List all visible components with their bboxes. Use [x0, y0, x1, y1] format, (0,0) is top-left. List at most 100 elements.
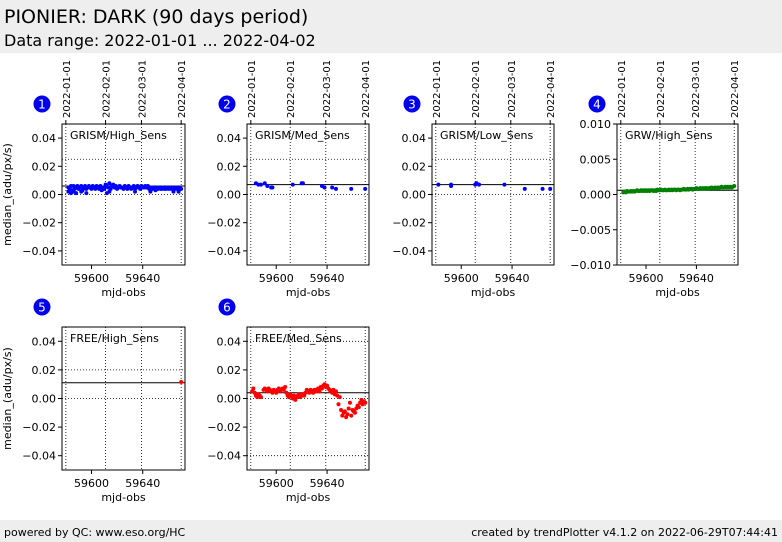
panel-badge-number: 2: [223, 98, 231, 112]
x-tick-label: 59600: [74, 477, 109, 490]
x-tick-label: 59640: [125, 477, 160, 490]
footer-credit: powered by QC: www.eso.org/HC: [4, 526, 186, 539]
y-tick-label: −0.04: [207, 245, 241, 258]
y-axis-label: median_(adu/px/s): [1, 347, 14, 450]
y-tick-label: 0.00: [32, 189, 57, 202]
data-point: [363, 186, 368, 191]
y-tick-label: 0.02: [32, 160, 57, 173]
data-point: [107, 189, 112, 194]
data-point: [258, 182, 263, 187]
panel-badge-number: 4: [593, 98, 601, 112]
data-point: [251, 386, 256, 391]
footer-created: created by trendPlotter v4.1.2 on 2022-0…: [471, 526, 778, 539]
data-point: [317, 389, 322, 394]
data-point: [363, 400, 368, 405]
data-point: [540, 186, 545, 191]
data-point: [179, 186, 184, 191]
panel-badge-number: 3: [408, 98, 416, 112]
data-point: [342, 409, 347, 414]
data-point: [171, 189, 176, 194]
y-tick-label: −0.02: [207, 421, 241, 434]
data-point: [345, 412, 350, 417]
data-point: [349, 413, 354, 418]
panel-badge: [588, 95, 606, 113]
data-point: [74, 191, 79, 196]
footer-bar: powered by QC: www.eso.org/HC created by…: [0, 520, 782, 542]
y-tick-label: −0.04: [22, 245, 56, 258]
date-tick-label: 2022-02-01: [102, 60, 113, 118]
x-tick-label: 59600: [259, 477, 294, 490]
data-point: [436, 182, 441, 187]
data-point: [84, 191, 89, 196]
x-tick-label: 59640: [495, 272, 530, 285]
date-tick-label: 2022-03-01: [691, 60, 702, 118]
data-point: [333, 389, 338, 394]
data-point: [449, 184, 454, 189]
y-tick-label: −0.04: [207, 450, 241, 463]
x-tick-label: 59600: [74, 272, 109, 285]
panel-badge: [218, 298, 236, 316]
panel-badge: [403, 95, 421, 113]
x-tick-label: 59600: [628, 272, 663, 285]
data-point: [333, 186, 338, 191]
data-point: [347, 400, 352, 405]
x-tick-label: 59640: [125, 272, 160, 285]
x-axis-label: mjd-obs: [471, 286, 516, 299]
x-axis-label: mjd-obs: [655, 286, 700, 299]
y-tick-label: −0.02: [22, 421, 56, 434]
date-tick-label: 2022-03-01: [137, 60, 148, 118]
page-subtitle: Data range: 2022-01-01 ... 2022-04-02: [4, 31, 316, 50]
date-tick-label: 2022-04-01: [546, 60, 557, 118]
panel-badge: [33, 95, 51, 113]
data-point: [502, 182, 507, 187]
data-point: [337, 395, 342, 400]
data-point: [322, 185, 327, 190]
y-tick-label: 0.00: [402, 189, 427, 202]
y-tick-label: 0.02: [217, 364, 242, 377]
y-tick-label: 0.04: [32, 132, 57, 145]
x-axis-label: mjd-obs: [286, 286, 331, 299]
date-tick-label: 2022-02-01: [286, 60, 297, 118]
header-bar: PIONIER: DARK (90 days period) Data rang…: [0, 0, 782, 53]
data-point: [353, 410, 358, 415]
data-point: [356, 405, 361, 410]
panel-label: FREE/High_Sens: [70, 332, 159, 345]
y-tick-label: 0.04: [217, 132, 242, 145]
panel-badge: [218, 95, 236, 113]
y-tick-label: 0.005: [580, 153, 612, 166]
data-point: [300, 181, 305, 186]
data-point: [346, 406, 351, 411]
data-point: [262, 181, 267, 186]
y-tick-label: −0.04: [22, 450, 56, 463]
data-point: [339, 407, 344, 412]
x-axis-label: mjd-obs: [286, 491, 331, 504]
data-point: [732, 184, 737, 189]
y-tick-label: 0.02: [217, 160, 242, 173]
data-point: [107, 181, 112, 186]
x-tick-label: 59600: [444, 272, 479, 285]
y-tick-label: 0.00: [217, 393, 242, 406]
data-point: [477, 182, 482, 187]
x-axis-label: mjd-obs: [101, 491, 146, 504]
date-tick-label: 2022-01-01: [617, 60, 628, 118]
y-tick-label: 0.04: [32, 335, 57, 348]
y-tick-label: 0.02: [402, 160, 427, 173]
data-point: [265, 184, 270, 189]
page-title: PIONIER: DARK (90 days period): [4, 6, 309, 28]
data-point: [283, 385, 288, 390]
y-tick-label: 0.04: [217, 335, 242, 348]
date-tick-label: 2022-01-01: [432, 60, 443, 118]
date-tick-label: 2022-04-01: [361, 60, 372, 118]
data-point: [349, 186, 354, 191]
date-tick-label: 2022-03-01: [507, 60, 518, 118]
x-tick-label: 59600: [259, 272, 294, 285]
y-tick-label: −0.02: [392, 217, 426, 230]
date-tick-label: 2022-01-01: [62, 60, 73, 118]
data-point: [148, 189, 153, 194]
panel-label: FREE/Med_Sens: [255, 332, 342, 345]
panel-badge: [33, 298, 51, 316]
data-point: [290, 182, 295, 187]
data-point: [548, 186, 553, 191]
y-tick-label: 0.000: [580, 189, 612, 202]
